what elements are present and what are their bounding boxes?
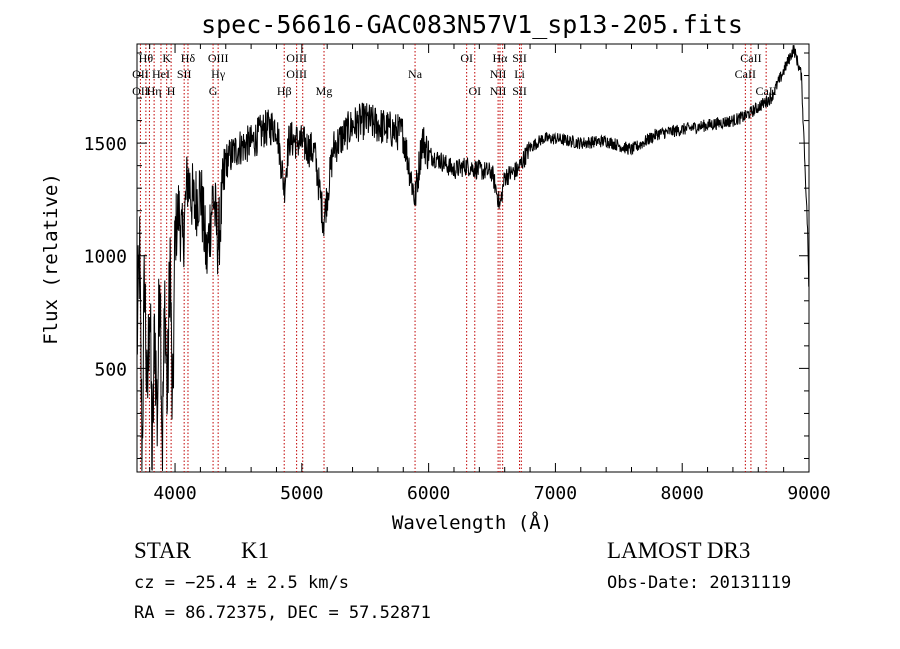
- object-class: STAR: [134, 538, 191, 563]
- spectral-line-label: Hδ: [181, 51, 196, 65]
- spectral-line-label: G: [209, 84, 218, 98]
- x-tick-label: 6000: [407, 483, 450, 504]
- y-axis-label: Flux (relative): [40, 173, 62, 345]
- y-tick-label: 500: [94, 359, 127, 380]
- x-tick-label: 8000: [661, 483, 704, 504]
- x-tick-label: 7000: [534, 483, 577, 504]
- plot-frame: [136, 43, 810, 473]
- spectral-line-label: OIII: [286, 51, 307, 65]
- redshift-velocity: cz = −25.4 ± 2.5 km/s: [134, 573, 349, 593]
- spectral-line-label: H: [167, 84, 176, 98]
- spectral-line-label: Hη: [147, 84, 162, 98]
- x-tick-label: 5000: [280, 483, 323, 504]
- spectral-line-label: OI: [468, 84, 481, 98]
- spectral-line-label: CaII: [740, 51, 761, 65]
- spectral-line-labels: OIIOIIHθHηHeIKHSIIHδGOIIIHγHβOIIIOIIIMgN…: [132, 51, 777, 98]
- y-tick-label: 1500: [84, 134, 127, 155]
- observation-date: Obs-Date: 20131119: [607, 573, 792, 593]
- spectral-line-label: Li: [514, 67, 525, 81]
- spectral-line-label: OII: [132, 67, 149, 81]
- spectral-line-label: Hβ: [277, 84, 292, 98]
- x-axis-label: Wavelength (Å): [392, 511, 552, 534]
- spectral-line-label: OII: [132, 84, 149, 98]
- spectral-line-label: Mg: [316, 84, 333, 98]
- chart-title: spec-56616-GAC083N57V1_sp13-205.fits: [201, 10, 743, 39]
- spectral-line-label: NII: [490, 67, 507, 81]
- spectral-line-label: SII: [512, 84, 527, 98]
- spectral-line-markers: [139, 44, 767, 472]
- spectral-line-label: OI: [460, 51, 473, 65]
- spectral-line-label: NII: [490, 84, 507, 98]
- spectral-line-label: CaII: [755, 84, 776, 98]
- x-axis: 4000 5000 6000 7000 8000 9000: [149, 44, 831, 504]
- spectral-line-label: HeI: [152, 67, 170, 81]
- coordinates: RA = 86.72375, DEC = 57.52871: [134, 603, 431, 623]
- spectral-line-label: Hθ: [139, 51, 154, 65]
- spectral-line-label: OIII: [208, 51, 229, 65]
- y-tick-label: 1000: [84, 247, 127, 268]
- survey-name: LAMOST DR3: [607, 538, 751, 563]
- spectral-line-label: CaII: [735, 67, 756, 81]
- x-tick-label: 9000: [787, 483, 830, 504]
- flux-series-line: [136, 45, 810, 471]
- spectral-line-label: Na: [408, 67, 423, 81]
- object-subclass: K1: [241, 538, 270, 563]
- spectral-line-label: Hγ: [211, 67, 226, 81]
- spectral-line-label: K: [162, 51, 171, 65]
- spectral-line-label: Hα: [493, 51, 509, 65]
- spectral-line-label: SII: [177, 67, 192, 81]
- spectral-line-label: SII: [512, 51, 527, 65]
- x-tick-label: 4000: [153, 483, 196, 504]
- y-axis: 500 1000 1500: [84, 52, 809, 459]
- spectral-line-label: OIII: [286, 67, 307, 81]
